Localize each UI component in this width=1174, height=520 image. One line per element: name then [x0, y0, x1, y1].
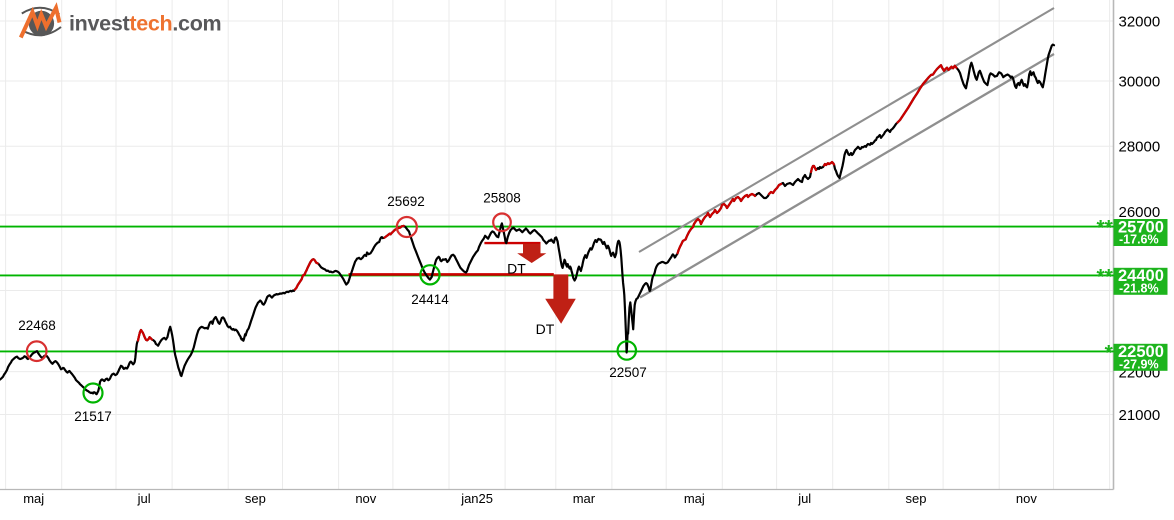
- svg-text:sep: sep: [906, 491, 927, 506]
- svg-text:22507: 22507: [609, 365, 647, 380]
- svg-text:22500: 22500: [1118, 343, 1164, 361]
- svg-text:jan25: jan25: [460, 491, 493, 506]
- svg-text:-21.8%: -21.8%: [1119, 282, 1159, 296]
- svg-text:25808: 25808: [483, 190, 521, 205]
- svg-text:**: **: [1096, 217, 1113, 240]
- svg-text:-17.6%: -17.6%: [1119, 233, 1159, 247]
- svg-text:*: *: [1105, 341, 1114, 364]
- svg-text:-27.9%: -27.9%: [1119, 358, 1159, 372]
- svg-text:25700: 25700: [1118, 218, 1164, 236]
- svg-text:25692: 25692: [387, 194, 425, 209]
- svg-text:21000: 21000: [1119, 407, 1161, 424]
- svg-text:28000: 28000: [1119, 138, 1161, 155]
- svg-text:maj: maj: [684, 491, 705, 506]
- svg-text:nov: nov: [1016, 491, 1037, 506]
- svg-text:**: **: [1096, 265, 1113, 288]
- svg-text:maj: maj: [23, 491, 44, 506]
- svg-text:32000: 32000: [1119, 13, 1161, 30]
- svg-text:DT: DT: [536, 321, 555, 337]
- svg-text:DT: DT: [507, 260, 526, 276]
- svg-text:sep: sep: [245, 491, 266, 506]
- svg-text:24400: 24400: [1118, 267, 1164, 285]
- svg-text:jul: jul: [797, 491, 811, 506]
- svg-text:mar: mar: [573, 491, 596, 506]
- svg-text:30000: 30000: [1119, 73, 1161, 90]
- svg-text:26000: 26000: [1119, 204, 1161, 221]
- svg-text:21517: 21517: [74, 409, 112, 424]
- svg-text:nov: nov: [355, 491, 376, 506]
- svg-text:jul: jul: [137, 491, 151, 506]
- svg-text:24414: 24414: [411, 292, 449, 307]
- svg-text:22468: 22468: [18, 318, 56, 333]
- svg-text:investtech.com: investtech.com: [69, 12, 221, 36]
